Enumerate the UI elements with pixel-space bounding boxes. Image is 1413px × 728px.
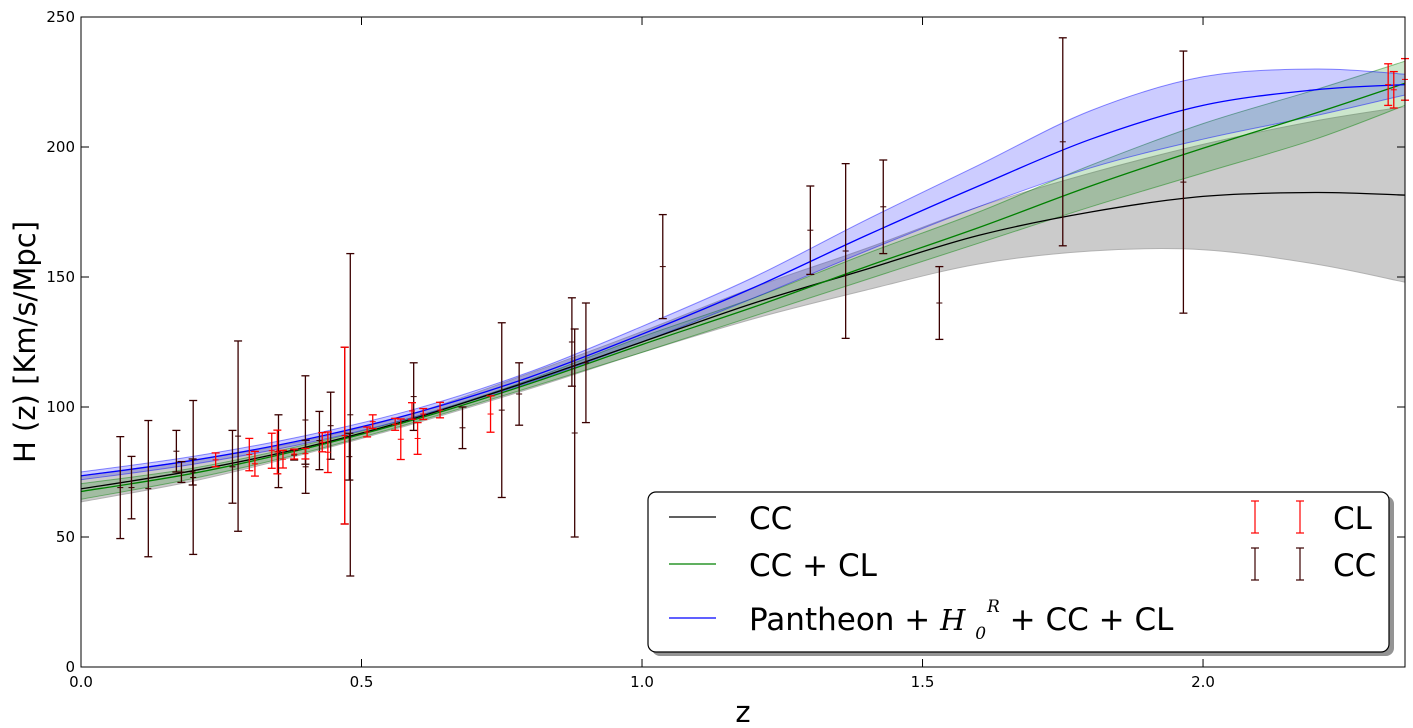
errorbar-cl-16: [413, 421, 422, 455]
legend-label-pantheon-suffix: + CC + CL: [1010, 602, 1174, 638]
errorbar-cl-21: [1389, 70, 1398, 109]
errorbar-cc-31: [1179, 50, 1188, 314]
y-axis-title: H (z) [Km/s/Mpc]: [8, 221, 42, 463]
errorbar-cl-12: [368, 414, 377, 430]
errorbar-cc-8: [234, 340, 243, 532]
legend-label-pantheon: Pantheon + H 0 R + CC + CL: [749, 584, 1174, 647]
errorbar-cl-0: [211, 452, 220, 468]
errorbar-cc-13: [315, 410, 324, 471]
legend-label-pantheon-sup: R: [986, 597, 1000, 617]
x-axis-ticks: 0.0 0.5 1.0 1.5 2.0: [69, 17, 1215, 691]
errorbar-cc-21: [515, 362, 524, 426]
y-tick-label: 50: [56, 528, 75, 546]
errorbar-cc-27: [841, 162, 850, 340]
errorbar-cl-19: [486, 395, 495, 433]
x-tick-label: 1.5: [911, 673, 935, 691]
errorbar-cc-6: [189, 399, 198, 556]
legend-marker-cl: [1251, 500, 1304, 534]
legend: CC CC + CL Pantheon + H 0 R + CC + CL CL…: [647, 491, 1394, 656]
errorbar-cc-14: [326, 391, 335, 460]
errorbar-cl-9: [323, 431, 332, 474]
errorbar-cc-30: [1058, 37, 1067, 247]
errorbar-cl-14: [396, 418, 405, 461]
errorbar-cc-23: [570, 328, 579, 538]
errorbar-cl-1: [245, 437, 254, 472]
legend-box: [647, 491, 1390, 653]
x-tick-label: 2.0: [1191, 673, 1215, 691]
x-tick-label: 0.5: [350, 673, 374, 691]
legend-label-pantheon-math: H: [939, 603, 966, 637]
y-axis-ticks: 0 50 100 150 200 250: [46, 8, 1405, 676]
series-cc: [116, 37, 1188, 577]
errorbar-cc-25: [658, 213, 667, 320]
legend-label-cc-data: CC: [1333, 548, 1376, 584]
errorbar-cc-24: [581, 302, 590, 424]
errorbar-cl-15: [408, 402, 416, 420]
errorbar-cl-5: [278, 449, 287, 469]
errorbar-cc-16: [345, 432, 354, 481]
legend-label-cc: CC: [749, 501, 792, 537]
errorbar-cc-19: [458, 406, 467, 450]
errorbar-cc-9: [274, 414, 283, 489]
errorbar-cc-28: [879, 159, 888, 255]
errorbar-cl-17: [419, 407, 428, 421]
errorbar-cc-26: [806, 185, 815, 276]
errorbar-cc-7: [228, 429, 237, 504]
y-tick-label: 200: [46, 138, 75, 156]
errorbar-cl-6: [290, 448, 299, 460]
legend-label-pantheon-sub: 0: [975, 624, 986, 644]
errorbar-cl-18: [436, 401, 445, 419]
data-errorbars: [116, 37, 1409, 577]
errorbar-cc-20: [497, 322, 506, 499]
errorbar-cc-2: [144, 419, 153, 558]
x-tick-label: 0.0: [69, 673, 93, 691]
y-tick-label: 0: [65, 658, 75, 676]
errorbar-cc-1: [127, 455, 136, 520]
y-tick-label: 150: [46, 268, 75, 286]
series-cl: [211, 57, 1409, 525]
legend-marker-cc-data: [1251, 547, 1304, 581]
errorbar-cl-11: [363, 426, 372, 438]
errorbar-cl-2: [250, 450, 259, 477]
errorbar-cl-3: [267, 432, 276, 469]
errorbar-cc-4: [177, 460, 186, 484]
x-axis-title: z: [735, 695, 750, 728]
errorbar-cl-13: [391, 417, 400, 431]
errorbar-cl-20: [1384, 63, 1393, 107]
errorbar-cl-4: [273, 429, 282, 475]
x-tick-label: 1.0: [630, 673, 654, 691]
errorbar-cc-17: [346, 252, 355, 577]
errorbar-cc-0: [116, 435, 125, 540]
errorbar-cc-29: [935, 265, 944, 341]
legend-label-pantheon-prefix: Pantheon +: [749, 602, 940, 638]
y-tick-label: 250: [46, 8, 75, 26]
plot-frame: [80, 16, 1406, 668]
y-tick-label: 100: [46, 398, 75, 416]
errorbar-cl-7: [301, 447, 310, 460]
legend-label-cc-cl: CC + CL: [749, 548, 878, 584]
legend-label-cl-data: CL: [1333, 501, 1373, 537]
errorbar-cl-10: [340, 346, 349, 525]
